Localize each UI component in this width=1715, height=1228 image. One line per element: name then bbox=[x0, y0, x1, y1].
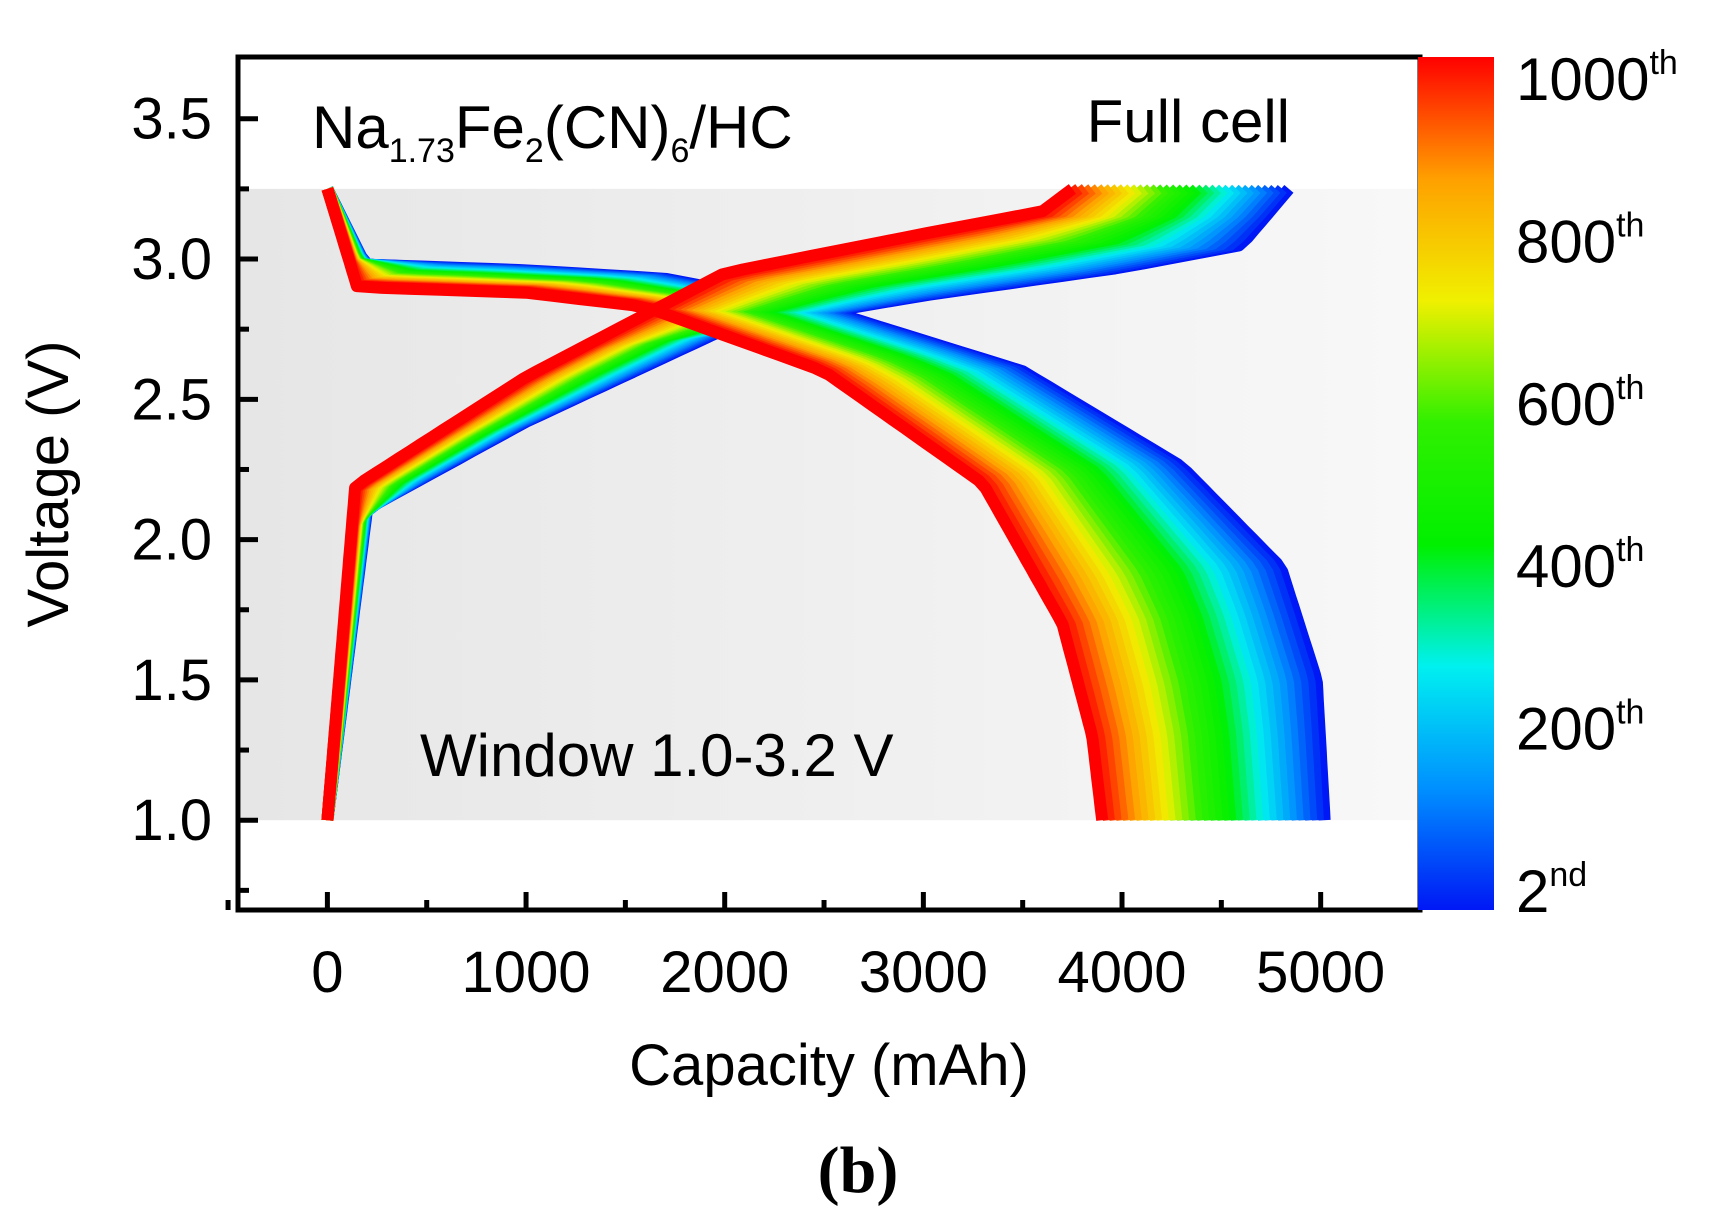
discharge-curve-33 bbox=[321, 187, 1109, 821]
colorbar bbox=[1418, 57, 1494, 910]
full-cell-label: Full cell bbox=[1087, 88, 1290, 155]
y-axis-title: Voltage (V) bbox=[16, 341, 81, 628]
panel-caption: (b) bbox=[818, 1134, 899, 1207]
colorbar-label: 2nd bbox=[1516, 856, 1587, 925]
x-tick-label: 3000 bbox=[859, 940, 988, 1005]
y-tick-label: 2.5 bbox=[131, 367, 212, 432]
x-tick-label: 1000 bbox=[462, 940, 591, 1005]
colorbar-label: 800th bbox=[1516, 206, 1644, 275]
x-tick-label: 2000 bbox=[660, 940, 789, 1005]
y-tick-label: 1.5 bbox=[131, 648, 212, 713]
curve-group bbox=[321, 184, 1331, 821]
y-tick-label: 2.0 bbox=[131, 508, 212, 573]
x-axis: 0 1000 2000 3000 4000 5000 bbox=[225, 892, 1423, 1005]
colorbar-label: 400th bbox=[1516, 531, 1644, 600]
colorbar-label: 600th bbox=[1516, 369, 1644, 438]
x-tick-label: 0 bbox=[311, 940, 343, 1005]
x-tick-label: 5000 bbox=[1256, 940, 1385, 1005]
window-label: Window 1.0-3.2 V bbox=[420, 722, 894, 789]
y-axis: 1.0 1.5 2.0 2.5 3.0 3.5 bbox=[131, 87, 258, 893]
colorbar-label: 1000th bbox=[1516, 44, 1678, 113]
y-tick-label: 3.0 bbox=[131, 227, 212, 292]
x-tick-label: 4000 bbox=[1058, 940, 1187, 1005]
x-axis-title: Capacity (mAh) bbox=[629, 1033, 1029, 1098]
colorbar-labels: 2nd 200th 400th 600th 800th 1000th bbox=[1516, 44, 1678, 925]
charge-curve-33 bbox=[321, 184, 1076, 821]
formula-label: Na1.73Fe2(CN)6/HC bbox=[312, 94, 793, 170]
y-tick-label: 3.5 bbox=[131, 87, 212, 152]
colorbar-label: 200th bbox=[1516, 694, 1644, 763]
y-tick-label: 1.0 bbox=[131, 788, 212, 853]
